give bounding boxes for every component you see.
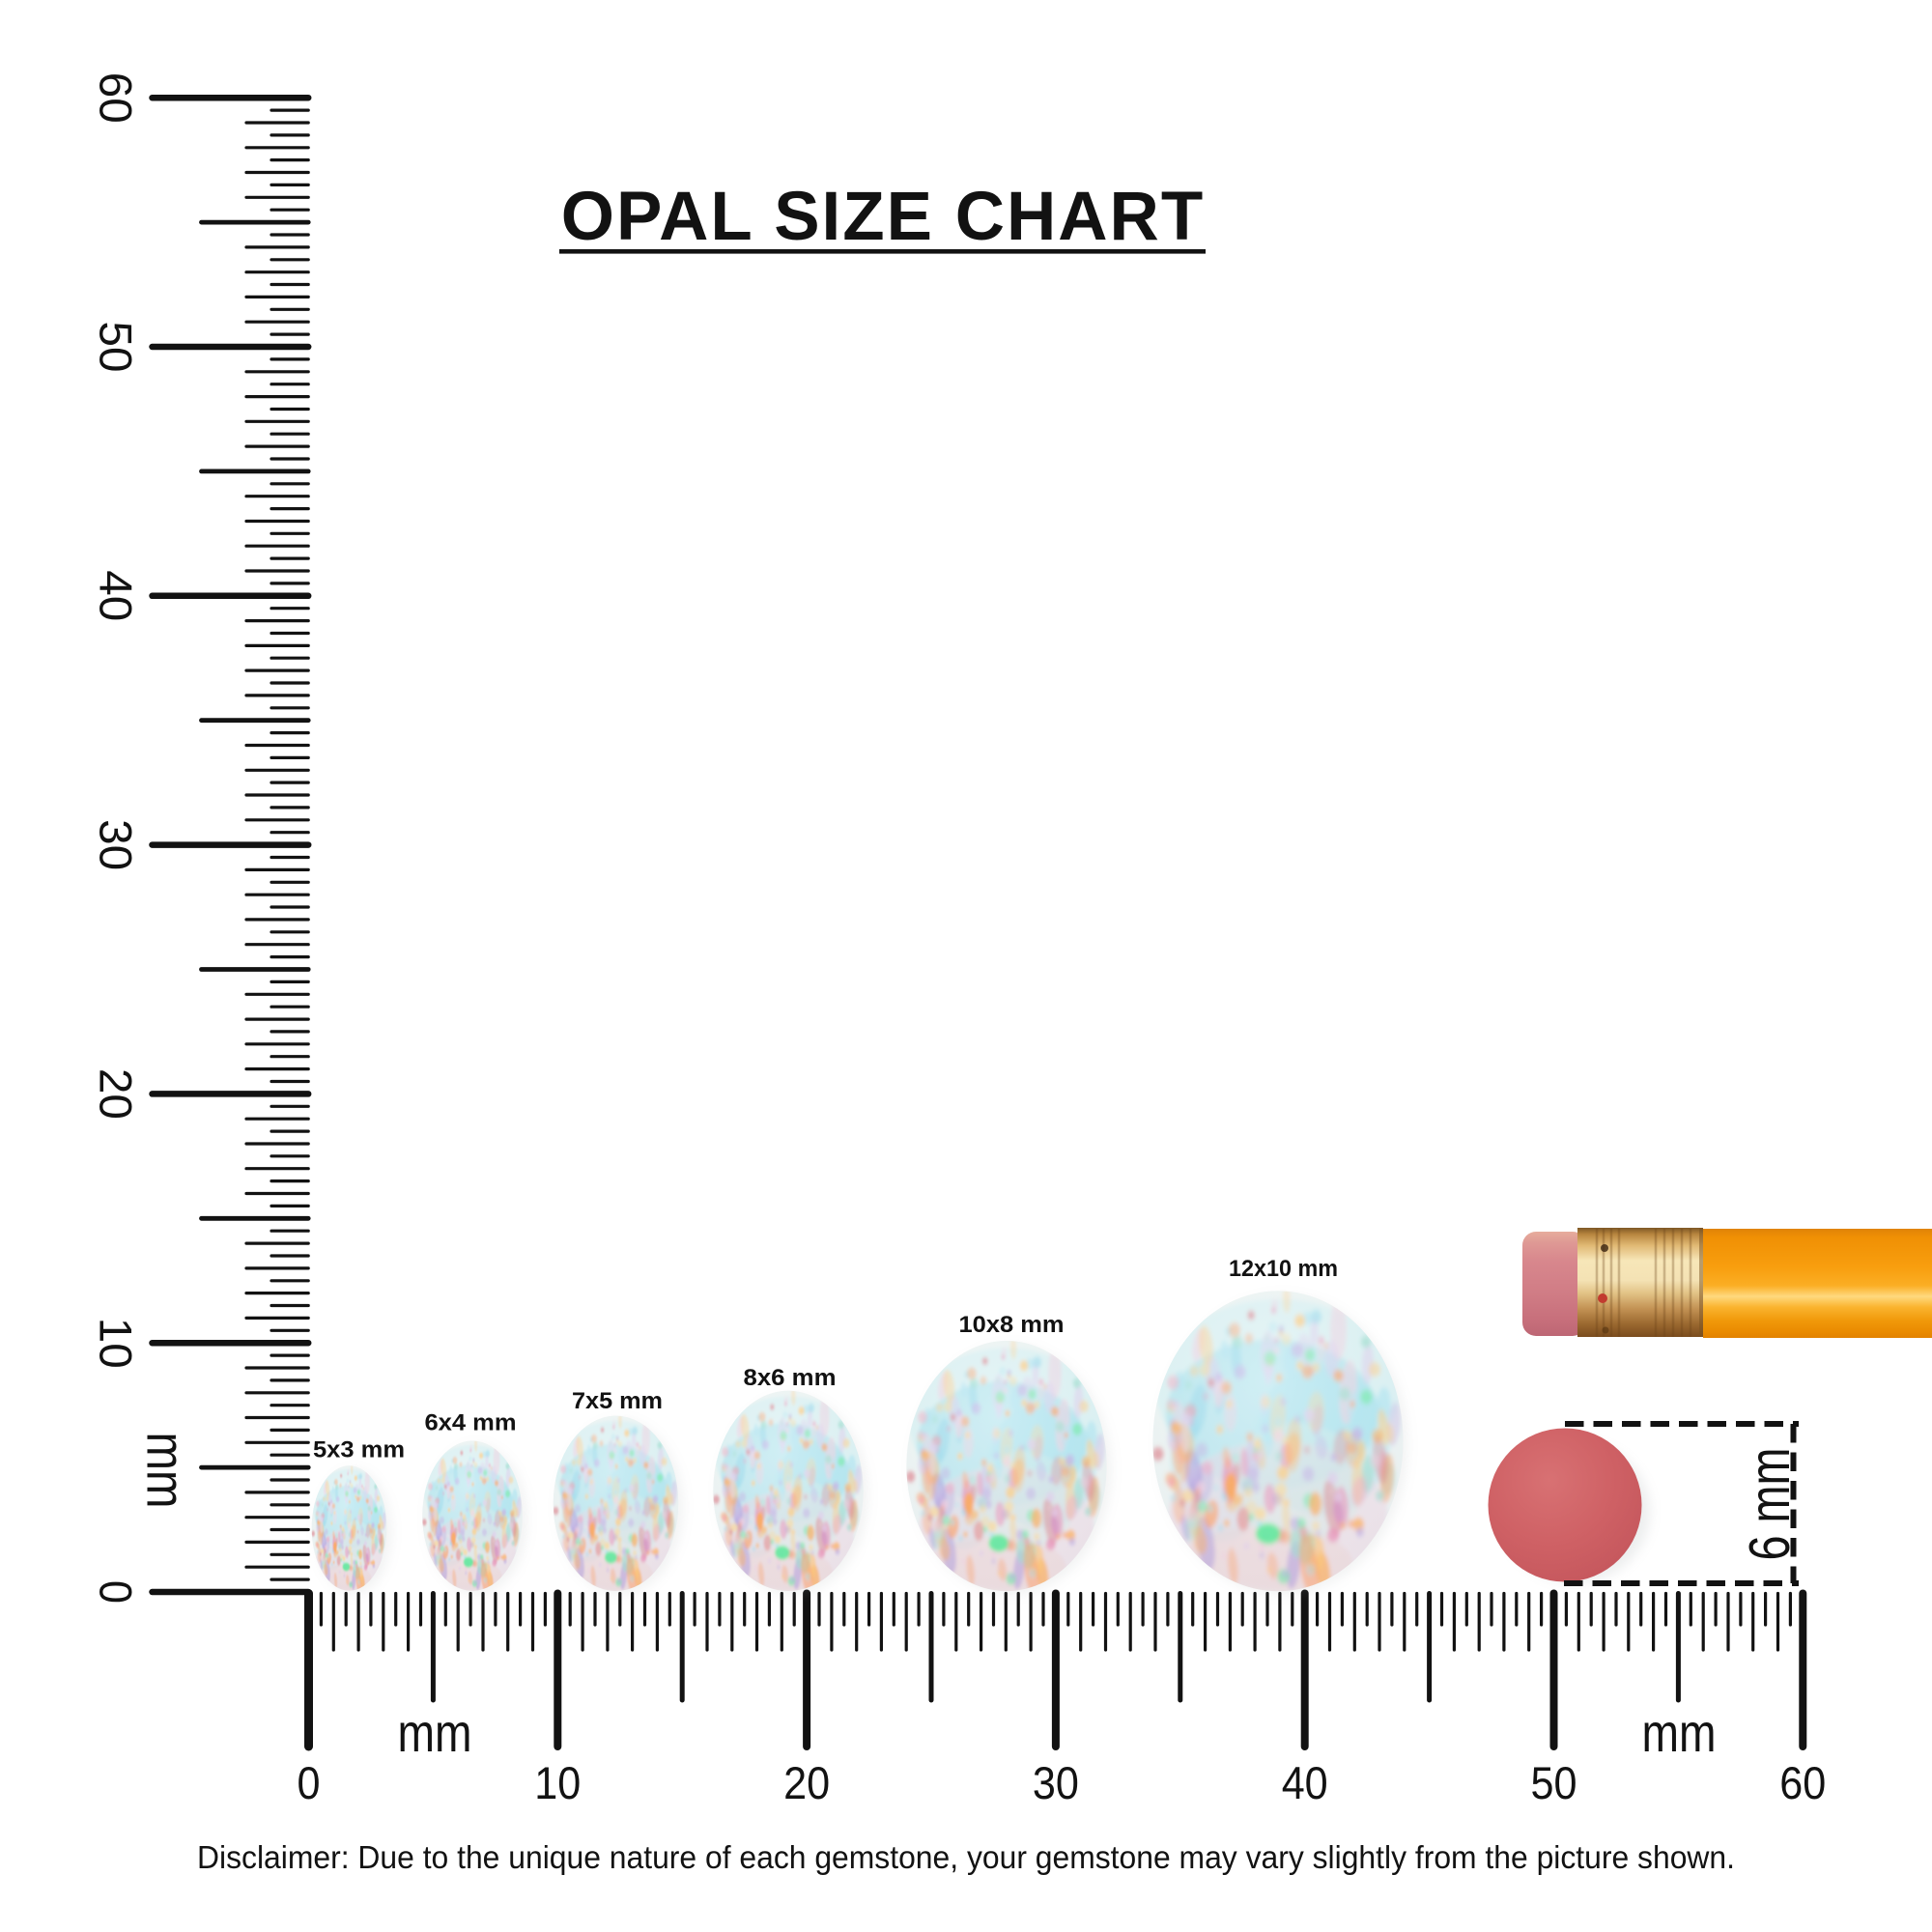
svg-text:12x10 mm: 12x10 mm <box>1229 1256 1338 1282</box>
svg-text:0: 0 <box>91 1580 142 1604</box>
svg-text:40: 40 <box>91 570 142 621</box>
svg-text:mm: mm <box>398 1702 472 1763</box>
svg-text:60: 60 <box>91 72 142 124</box>
svg-text:8x6 mm: 8x6 mm <box>744 1365 837 1391</box>
svg-text:10: 10 <box>91 1318 142 1369</box>
svg-text:30: 30 <box>91 819 142 870</box>
svg-text:7x5 mm: 7x5 mm <box>572 1388 663 1414</box>
svg-text:Disclaimer: Due to the unique: Disclaimer: Due to the unique nature of … <box>197 1839 1735 1875</box>
svg-text:10x8 mm: 10x8 mm <box>959 1312 1065 1338</box>
svg-text:0: 0 <box>298 1757 321 1808</box>
svg-text:mm: mm <box>136 1433 197 1509</box>
svg-text:50: 50 <box>91 322 142 373</box>
svg-text:30: 30 <box>1033 1757 1079 1808</box>
svg-text:40: 40 <box>1282 1757 1328 1808</box>
svg-text:6x4 mm: 6x4 mm <box>425 1410 517 1436</box>
svg-text:60: 60 <box>1779 1757 1826 1808</box>
svg-text:20: 20 <box>783 1757 830 1808</box>
svg-text:10: 10 <box>534 1757 581 1808</box>
svg-text:mm: mm <box>1642 1702 1717 1763</box>
svg-text:50: 50 <box>1531 1757 1577 1808</box>
svg-text:OPAL SIZE CHART: OPAL SIZE CHART <box>561 179 1205 255</box>
svg-text:5x3 mm: 5x3 mm <box>313 1437 405 1463</box>
svg-text:6 mm: 6 mm <box>1738 1448 1802 1561</box>
svg-text:20: 20 <box>91 1068 142 1120</box>
